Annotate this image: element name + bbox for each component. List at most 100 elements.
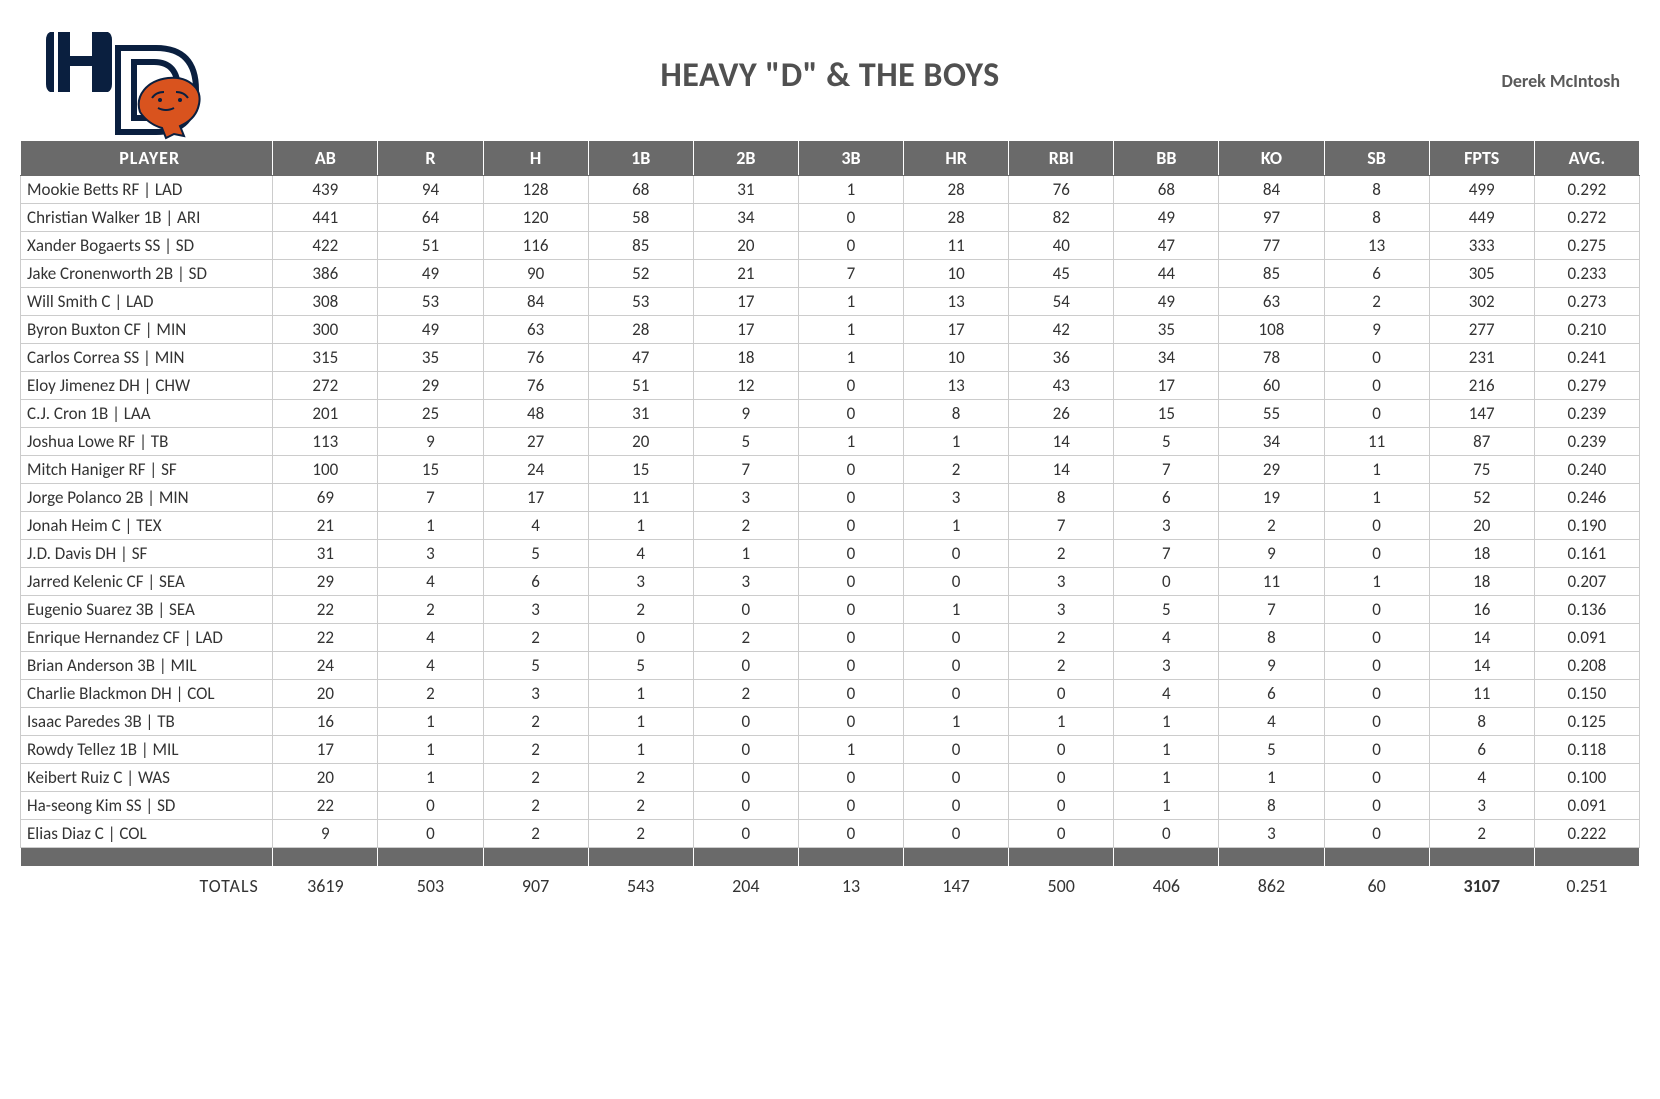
stat-cell-h: 128 [483, 176, 588, 204]
stat-cell-hr: 0 [904, 764, 1009, 792]
stat-cell-rbi: 7 [1009, 512, 1114, 540]
stat-cell-h: 6 [483, 568, 588, 596]
stat-cell-hr: 1 [904, 512, 1009, 540]
stat-cell-bb: 1 [1114, 736, 1219, 764]
stat-cell-b3: 0 [798, 568, 903, 596]
stat-cell-ab: 100 [273, 456, 378, 484]
stat-cell-b3: 1 [798, 428, 903, 456]
header: HEAVY "D" & THE BOYS Derek McIntosh [20, 20, 1640, 140]
stat-cell-h: 2 [483, 624, 588, 652]
stat-cell-fpts: 449 [1429, 204, 1534, 232]
col-hr: HR [904, 141, 1009, 176]
stat-cell-ab: 20 [273, 764, 378, 792]
stat-cell-sb: 1 [1324, 568, 1429, 596]
player-cell: Christian Walker 1B | ARI [21, 204, 273, 232]
stat-cell-b3: 0 [798, 792, 903, 820]
stat-cell-bb: 17 [1114, 372, 1219, 400]
stat-cell-sb: 0 [1324, 344, 1429, 372]
stat-cell-bb: 4 [1114, 680, 1219, 708]
stat-cell-avg: 0.190 [1534, 512, 1639, 540]
stat-cell-ko: 29 [1219, 456, 1324, 484]
stat-cell-r: 15 [378, 456, 483, 484]
table-row: Enrique Hernandez CF | LAD22420200248014… [21, 624, 1640, 652]
stat-cell-b2: 9 [693, 400, 798, 428]
stat-cell-ko: 34 [1219, 428, 1324, 456]
stat-cell-bb: 3 [1114, 512, 1219, 540]
col-avg: AVG. [1534, 141, 1639, 176]
player-cell: Rowdy Tellez 1B | MIL [21, 736, 273, 764]
stat-cell-r: 64 [378, 204, 483, 232]
stat-cell-b2: 2 [693, 512, 798, 540]
stat-cell-b1: 47 [588, 344, 693, 372]
table-row: Mookie Betts RF | LAD4399412868311287668… [21, 176, 1640, 204]
stat-cell-rbi: 0 [1009, 764, 1114, 792]
stat-cell-b2: 0 [693, 792, 798, 820]
stat-cell-b1: 85 [588, 232, 693, 260]
table-header: PLAYER AB R H 1B 2B 3B HR RBI BB KO SB F… [21, 141, 1640, 176]
stat-cell-b3: 0 [798, 708, 903, 736]
stat-cell-avg: 0.207 [1534, 568, 1639, 596]
separator-row [21, 848, 1640, 867]
stat-cell-b2: 21 [693, 260, 798, 288]
stat-cell-sb: 1 [1324, 484, 1429, 512]
stat-cell-fpts: 16 [1429, 596, 1534, 624]
stat-cell-bb: 35 [1114, 316, 1219, 344]
stat-cell-bb: 3 [1114, 652, 1219, 680]
player-cell: Eloy Jimenez DH | CHW [21, 372, 273, 400]
stat-cell-rbi: 76 [1009, 176, 1114, 204]
stat-cell-ab: 24 [273, 652, 378, 680]
stat-cell-fpts: 6 [1429, 736, 1534, 764]
table-body: Mookie Betts RF | LAD4399412868311287668… [21, 176, 1640, 901]
stat-cell-bb: 7 [1114, 540, 1219, 568]
player-cell: Jonah Heim C | TEX [21, 512, 273, 540]
table-row: Eloy Jimenez DH | CHW2722976511201343176… [21, 372, 1640, 400]
stat-cell-b3: 0 [798, 400, 903, 428]
table-row: J.D. Davis DH | SF313541002790180.161 [21, 540, 1640, 568]
col-ko: KO [1219, 141, 1324, 176]
stat-cell-sb: 0 [1324, 764, 1429, 792]
stat-cell-fpts: 4 [1429, 764, 1534, 792]
stat-cell-fpts: 277 [1429, 316, 1534, 344]
col-h: H [483, 141, 588, 176]
stat-cell-avg: 0.246 [1534, 484, 1639, 512]
stat-cell-b1: 31 [588, 400, 693, 428]
stat-cell-hr: 3 [904, 484, 1009, 512]
stat-cell-sb: 0 [1324, 792, 1429, 820]
table-row: Jarred Kelenic CF | SEA2946330030111180.… [21, 568, 1640, 596]
table-row: Elias Diaz C | COL9022000003020.222 [21, 820, 1640, 848]
stat-cell-bb: 1 [1114, 792, 1219, 820]
totals-ab: 3619 [273, 867, 378, 901]
stat-cell-h: 2 [483, 764, 588, 792]
stat-cell-sb: 0 [1324, 624, 1429, 652]
stat-cell-b3: 0 [798, 204, 903, 232]
stat-cell-bb: 0 [1114, 568, 1219, 596]
stat-cell-hr: 0 [904, 680, 1009, 708]
stat-cell-b1: 20 [588, 428, 693, 456]
stat-cell-sb: 2 [1324, 288, 1429, 316]
stat-cell-r: 0 [378, 792, 483, 820]
table-row: Brian Anderson 3B | MIL244550002390140.2… [21, 652, 1640, 680]
stat-cell-h: 5 [483, 540, 588, 568]
stat-cell-ko: 84 [1219, 176, 1324, 204]
table-row: C.J. Cron 1B | LAA2012548319082615550147… [21, 400, 1640, 428]
stat-cell-b1: 51 [588, 372, 693, 400]
stat-cell-b3: 0 [798, 512, 903, 540]
stat-cell-b2: 0 [693, 596, 798, 624]
stat-cell-b1: 53 [588, 288, 693, 316]
stat-cell-bb: 1 [1114, 708, 1219, 736]
table-row: Jake Cronenworth 2B | SD3864990522171045… [21, 260, 1640, 288]
stat-cell-b3: 1 [798, 176, 903, 204]
page: HEAVY "D" & THE BOYS Derek McIntosh PLAY… [20, 20, 1640, 900]
stat-cell-ko: 9 [1219, 652, 1324, 680]
stat-cell-ko: 5 [1219, 736, 1324, 764]
stat-cell-ab: 22 [273, 624, 378, 652]
stat-cell-rbi: 42 [1009, 316, 1114, 344]
stat-cell-h: 2 [483, 736, 588, 764]
stat-cell-ko: 9 [1219, 540, 1324, 568]
stat-cell-b1: 3 [588, 568, 693, 596]
stat-cell-ko: 60 [1219, 372, 1324, 400]
stat-cell-b1: 1 [588, 708, 693, 736]
stat-cell-rbi: 0 [1009, 820, 1114, 848]
col-1b: 1B [588, 141, 693, 176]
stat-cell-b1: 2 [588, 596, 693, 624]
